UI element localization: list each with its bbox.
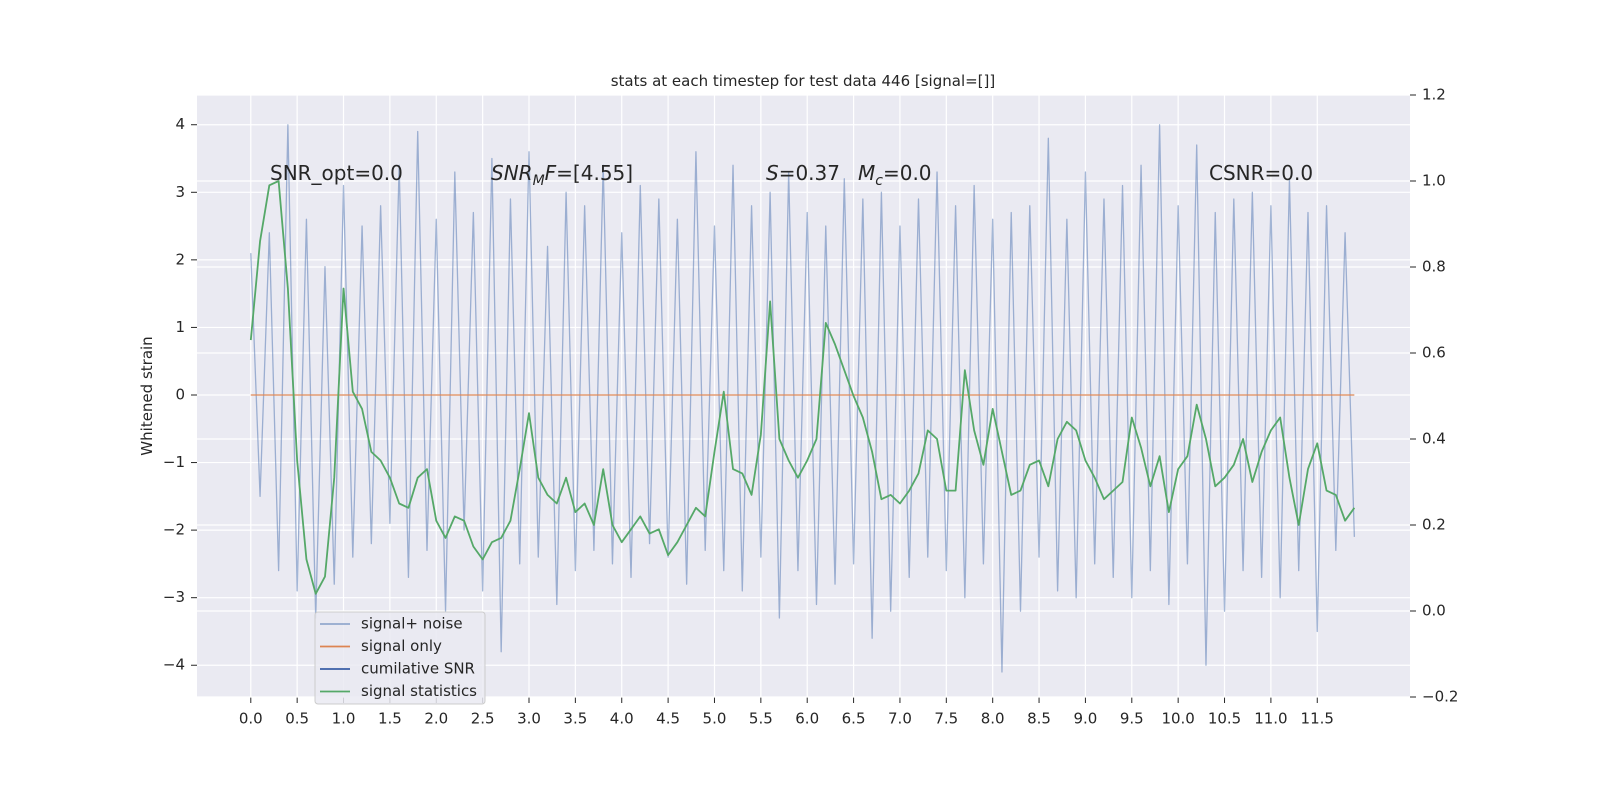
annotation: Mc=0.0 — [858, 161, 932, 189]
y2-tick-label: 0.8 — [1422, 258, 1446, 276]
x-tick-label: 2.0 — [424, 710, 448, 728]
y-tick-label: 2 — [175, 250, 185, 268]
y2-tick-label: 0.2 — [1422, 516, 1446, 534]
x-tick-label: 1.5 — [378, 710, 402, 728]
annotation-part: =0.0 — [883, 161, 932, 185]
annotation-part: SNR_opt=0.0 — [270, 161, 403, 185]
y-tick-label: 1 — [175, 318, 185, 336]
annotation-part: CSNR=0.0 — [1209, 161, 1313, 185]
x-tick-label: 4.0 — [610, 710, 634, 728]
x-tick-label: 5.0 — [703, 710, 727, 728]
annotation-part: =[4.55] — [556, 161, 633, 185]
y-tick-label: 4 — [175, 115, 185, 133]
y-tick-label: −3 — [163, 588, 185, 606]
annotation-part: F — [545, 161, 557, 185]
legend-label: signal+ noise — [361, 615, 463, 633]
y2-tick-label: 0.6 — [1422, 344, 1446, 362]
x-tick-label: 10.5 — [1208, 710, 1241, 728]
x-tick-label: 10.0 — [1161, 710, 1194, 728]
x-tick-label: 3.5 — [563, 710, 587, 728]
y-tick-label: −1 — [163, 453, 185, 471]
chart-title: stats at each timestep for test data 446… — [611, 72, 996, 90]
annotation: CSNR=0.0 — [1209, 161, 1313, 185]
x-tick-label: 0.0 — [239, 710, 263, 728]
x-tick-label: 2.5 — [471, 710, 495, 728]
annotation-part: M — [533, 173, 545, 189]
x-tick-label: 0.5 — [285, 710, 309, 728]
y-tick-label: 3 — [175, 183, 185, 201]
y2-tick-label: 1.0 — [1422, 172, 1446, 190]
series-line — [249, 180, 1356, 595]
y2-tick-label: −0.2 — [1422, 688, 1458, 706]
annotation-part: =0.37 — [779, 161, 840, 185]
y2-tick-label: 0.0 — [1422, 602, 1446, 620]
x-tick-label: 6.0 — [795, 710, 819, 728]
legend-label: signal only — [361, 637, 442, 655]
y-tick-label: 0 — [175, 385, 185, 403]
legend-label: signal statistics — [361, 682, 477, 700]
y-tick-label: −2 — [163, 521, 185, 539]
legend-label: cumilative SNR — [361, 660, 475, 678]
y2-tick-label: 1.2 — [1422, 86, 1446, 104]
y-tick-label: −4 — [163, 656, 185, 674]
annotation-part: c — [875, 173, 883, 189]
annotation: SNR_opt=0.0 — [270, 161, 403, 185]
y-axis-label: Whitened strain — [138, 336, 156, 455]
x-tick-label: 1.0 — [332, 710, 356, 728]
legend-box — [314, 611, 486, 705]
annotation: SNRMF=[4.55] — [491, 161, 633, 189]
x-tick-label: 6.5 — [842, 710, 866, 728]
x-tick-label: 7.0 — [888, 710, 912, 728]
x-tick-label: 11.5 — [1301, 710, 1334, 728]
x-tick-label: 8.5 — [1027, 710, 1051, 728]
x-tick-label: 9.5 — [1120, 710, 1144, 728]
x-tick-label: 8.0 — [981, 710, 1005, 728]
series-line — [250, 124, 1356, 673]
annotation-part: M — [858, 161, 875, 185]
x-tick-label: 4.5 — [656, 710, 680, 728]
x-tick-label: 5.5 — [749, 710, 773, 728]
annotation: S=0.37 — [766, 161, 840, 185]
x-tick-label: 11.0 — [1254, 710, 1287, 728]
annotation-part: S — [766, 161, 779, 185]
x-tick-label: 3.0 — [517, 710, 541, 728]
y2-tick-label: 0.4 — [1422, 430, 1446, 448]
plot-area — [197, 95, 1410, 697]
x-tick-label: 9.0 — [1073, 710, 1097, 728]
x-tick-label: 7.5 — [934, 710, 958, 728]
annotation-part: SNR — [491, 161, 533, 185]
